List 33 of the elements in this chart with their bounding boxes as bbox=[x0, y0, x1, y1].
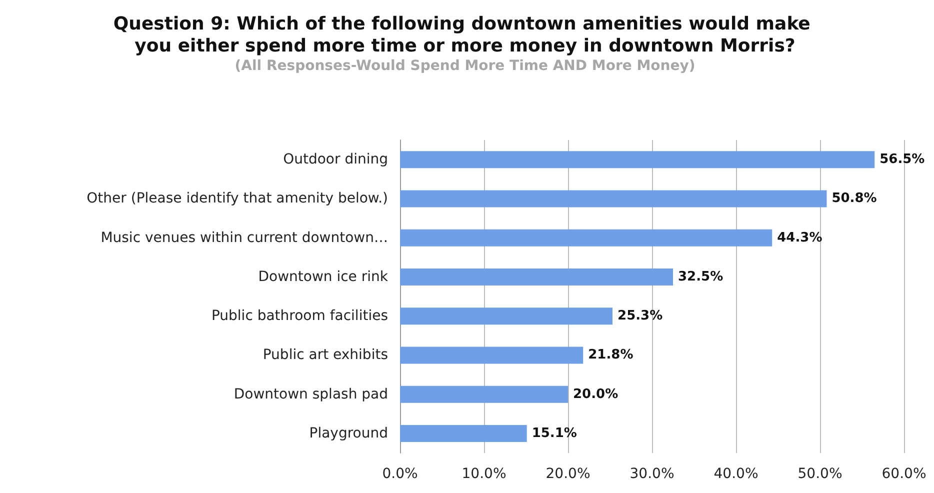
bar bbox=[400, 268, 673, 286]
data-label: 32.5% bbox=[678, 269, 724, 284]
x-tick-label: 30.0% bbox=[630, 466, 674, 482]
bar bbox=[400, 151, 875, 168]
bar bbox=[400, 308, 613, 325]
data-label: 15.1% bbox=[532, 426, 577, 441]
data-label: 56.5% bbox=[880, 152, 925, 168]
data-label: 20.0% bbox=[573, 386, 618, 402]
data-label: 50.8% bbox=[832, 191, 877, 206]
y-tick-label: Downtown ice rink bbox=[258, 268, 389, 285]
chart-title: Question 9: Which of the following downtown amenities would make you either spend more time or more money in downtown Morris? bbox=[113, 14, 817, 56]
data-label: 44.3% bbox=[777, 230, 822, 246]
x-tick-label: 40.0% bbox=[714, 466, 758, 482]
bar bbox=[400, 229, 772, 246]
x-tick-label: 10.0% bbox=[462, 466, 506, 482]
y-tick-label: Other (Please identify that amenity below.) bbox=[86, 190, 388, 207]
x-tick-label: 50.0% bbox=[798, 466, 842, 482]
chart-subtitle: (All Responses-Would Spend More Time AND More Money) bbox=[234, 58, 696, 74]
bar bbox=[400, 386, 568, 403]
y-tick-label: Playground bbox=[309, 425, 388, 442]
x-tick-label: 0.0% bbox=[382, 466, 418, 482]
data-label: 21.8% bbox=[588, 348, 634, 363]
x-tick-label: 20.0% bbox=[546, 466, 590, 482]
x-tick-label: 60.0% bbox=[882, 466, 926, 482]
y-tick-label: Public bathroom facilities bbox=[211, 308, 388, 324]
bar bbox=[400, 424, 527, 442]
y-tick-label: Music venues within current downtown… bbox=[100, 230, 388, 246]
bar bbox=[400, 190, 827, 208]
y-tick-label: Public art exhibits bbox=[262, 347, 388, 364]
y-tick-label: Downtown splash pad bbox=[234, 386, 388, 402]
data-label: 25.3% bbox=[618, 308, 663, 324]
bar bbox=[400, 346, 584, 364]
y-tick-label: Outdoor dining bbox=[283, 152, 388, 168]
